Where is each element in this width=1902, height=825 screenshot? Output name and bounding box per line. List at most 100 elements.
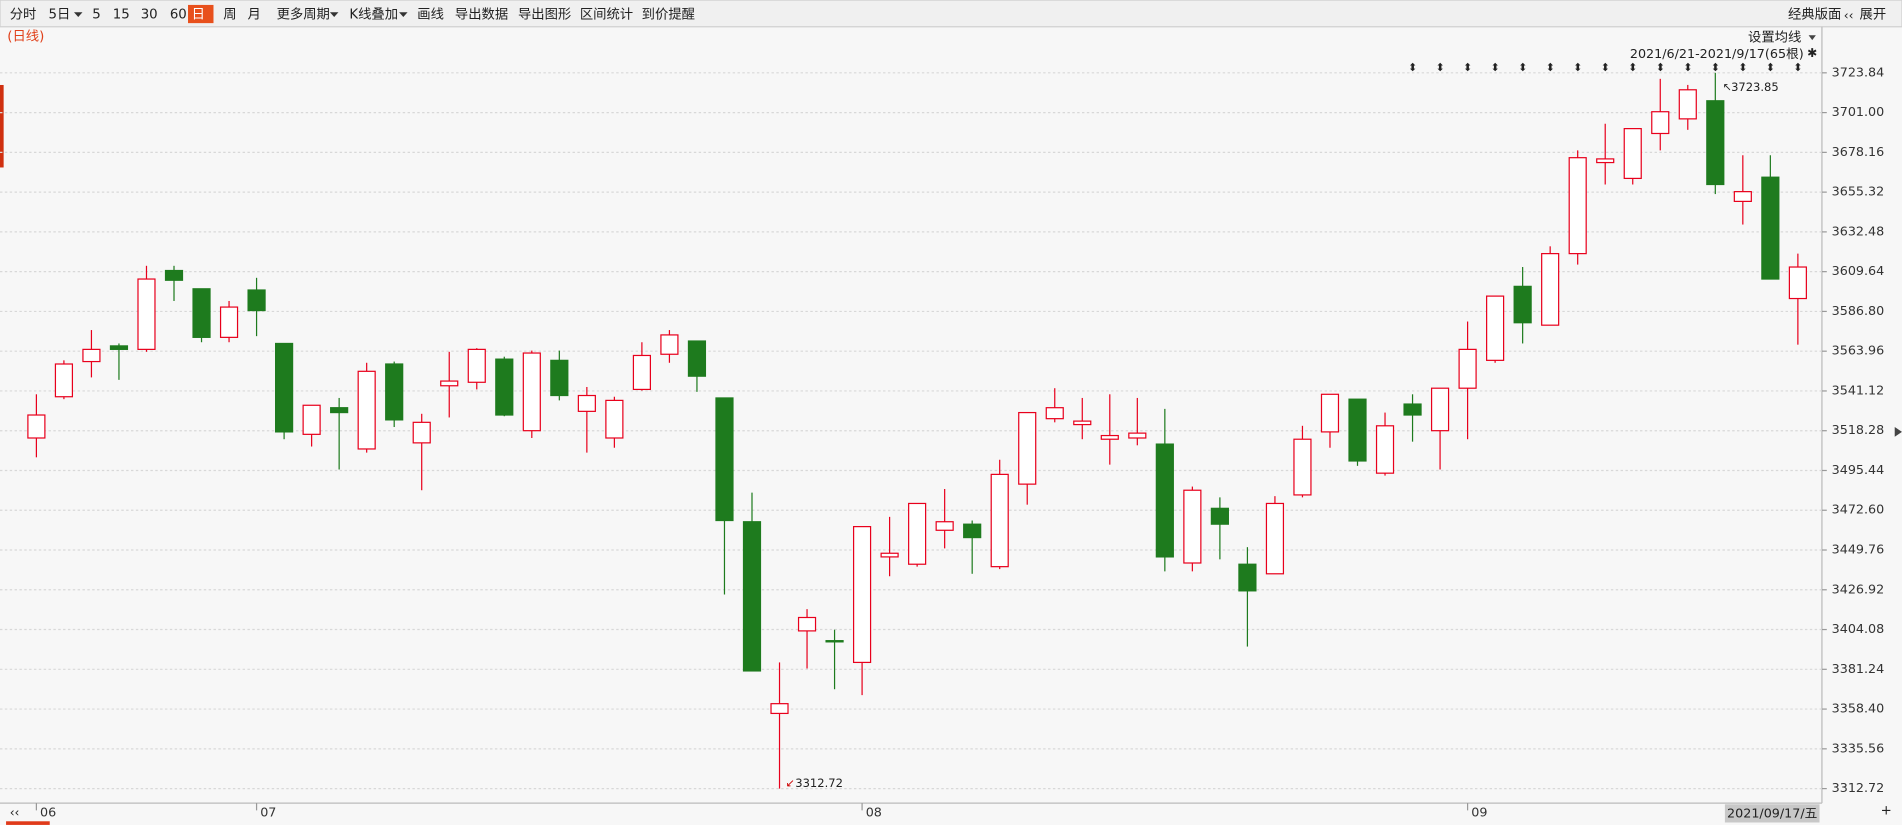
candle-body <box>1183 489 1202 564</box>
y-tick-label: 3655.32 <box>1832 185 1885 200</box>
y-tick-label: 3541.12 <box>1832 383 1885 398</box>
candle-body <box>1100 434 1119 440</box>
event-marker[interactable]: ⬍ <box>1766 61 1775 74</box>
candle-body <box>1651 111 1670 135</box>
candle-body <box>1486 295 1505 361</box>
toolbar-item[interactable]: 展开 <box>1860 8 1887 23</box>
pin-icon[interactable]: ✱ <box>1807 46 1817 60</box>
y-tick-label: 3449.76 <box>1832 543 1885 558</box>
event-marker[interactable]: ⬍ <box>1601 61 1610 74</box>
candle-body <box>1513 285 1532 324</box>
zoom-icon[interactable]: + <box>1881 803 1892 818</box>
candle-body <box>1045 407 1064 420</box>
candle-body <box>109 345 129 350</box>
candle-body <box>770 703 789 715</box>
candle-body <box>385 363 404 421</box>
toolbar-item[interactable]: 月 <box>247 8 260 23</box>
event-marker[interactable]: ⬍ <box>1408 61 1417 74</box>
toolbar-item[interactable]: 到价提醒 <box>642 7 695 23</box>
dropdown-arrow <box>73 12 83 18</box>
event-marker[interactable]: ⬍ <box>1711 61 1720 74</box>
collapse-icon[interactable]: ‹‹ <box>1844 8 1854 22</box>
candle-body <box>1788 266 1807 300</box>
candle-body <box>880 552 899 558</box>
toolbar-item[interactable]: 60 <box>170 8 187 23</box>
candle-body <box>1403 403 1422 416</box>
candle-body <box>1706 100 1725 186</box>
candle-body <box>1596 158 1615 164</box>
y-tick-label: 3632.48 <box>1832 224 1885 239</box>
toolbar-item[interactable]: 区间统计 <box>580 7 633 23</box>
candle-body <box>1320 393 1340 433</box>
cursor-date-box <box>1724 804 1820 823</box>
high-arrow: ↖ <box>1723 80 1732 93</box>
candle-body <box>1541 253 1560 326</box>
toolbar-item[interactable]: 5日 <box>49 8 71 23</box>
event-marker[interactable]: ⬍ <box>1793 61 1802 74</box>
toolbar <box>0 0 1902 28</box>
candle-body <box>1018 411 1037 485</box>
x-tick-label: 09 <box>1471 805 1487 820</box>
x-tick-label: 06 <box>40 805 56 820</box>
toolbar-item[interactable]: 周 <box>223 8 236 23</box>
event-marker[interactable]: ⬍ <box>1518 61 1527 74</box>
candle-body <box>54 363 74 398</box>
candle-body <box>963 523 982 539</box>
event-marker[interactable]: ⬍ <box>1628 61 1637 74</box>
toolbar-item[interactable]: 分时 <box>10 7 37 23</box>
toolbar-item[interactable]: 导出数据 <box>455 7 508 23</box>
toolbar-item[interactable]: 15 <box>113 8 130 23</box>
candle-body <box>275 342 294 433</box>
candle-body <box>82 348 101 363</box>
event-marker[interactable]: ⬍ <box>1573 61 1582 74</box>
y-tick-label: 3563.96 <box>1832 344 1885 359</box>
event-marker[interactable]: ⬍ <box>1546 61 1555 74</box>
candle-body <box>1348 398 1367 462</box>
candle-body <box>1430 387 1450 432</box>
active-tab-bg <box>188 4 214 24</box>
candle-body <box>495 358 514 416</box>
cursor-date: 2021/09/17/五 <box>1727 807 1818 822</box>
toolbar-item[interactable]: 日 <box>192 8 205 23</box>
candle-body <box>247 289 266 312</box>
candle-body <box>742 521 762 672</box>
chart-title: (日线) <box>7 28 44 44</box>
candle-body <box>27 414 46 439</box>
candle-body <box>137 278 156 350</box>
candle-body <box>1293 438 1312 496</box>
event-marker[interactable]: ⬍ <box>1436 61 1445 74</box>
x-tick-label: 07 <box>260 805 276 820</box>
candle-body <box>302 404 321 435</box>
event-marker[interactable]: ⬍ <box>1738 61 1747 74</box>
y-tick-label: 3381.24 <box>1832 662 1885 677</box>
ma-button[interactable]: 设置均线 <box>1748 30 1801 46</box>
high-marker: 3723.85 <box>1731 80 1779 94</box>
toolbar-item[interactable]: 经典版面 <box>1788 7 1841 23</box>
low-arrow: ↙ <box>786 777 795 790</box>
toolbar-item[interactable]: 画线 <box>417 7 444 23</box>
scroll-left[interactable]: ‹‹ <box>10 805 20 819</box>
candle-body <box>632 354 651 391</box>
toolbar-item[interactable]: 30 <box>141 8 158 23</box>
y-tick-label: 3518.28 <box>1832 423 1885 438</box>
candle-body <box>357 370 376 450</box>
event-marker[interactable]: ⬍ <box>1656 61 1665 74</box>
event-marker[interactable]: ⬍ <box>1463 61 1472 74</box>
candle-body <box>1210 507 1229 525</box>
toolbar-item[interactable]: K线叠加 <box>349 7 398 23</box>
event-marker[interactable]: ⬍ <box>1491 61 1500 74</box>
toolbar-item[interactable]: 5 <box>92 8 100 23</box>
toolbar-item[interactable]: 更多周期 <box>277 6 330 23</box>
y-tick-label: 3358.40 <box>1832 702 1885 717</box>
x-tick-label: 08 <box>866 805 882 820</box>
candle-body <box>1375 425 1395 474</box>
y-tick-label: 3426.92 <box>1832 582 1885 597</box>
y-tick-label: 3586.80 <box>1832 304 1885 319</box>
event-marker[interactable]: ⬍ <box>1683 61 1692 74</box>
range-label: 2021/6/21-2021/9/17(65根) <box>1630 47 1804 62</box>
toolbar-item[interactable]: 导出图形 <box>518 7 571 23</box>
candle-body <box>440 380 459 387</box>
side-marker <box>0 84 4 168</box>
candle-body <box>990 473 1009 568</box>
